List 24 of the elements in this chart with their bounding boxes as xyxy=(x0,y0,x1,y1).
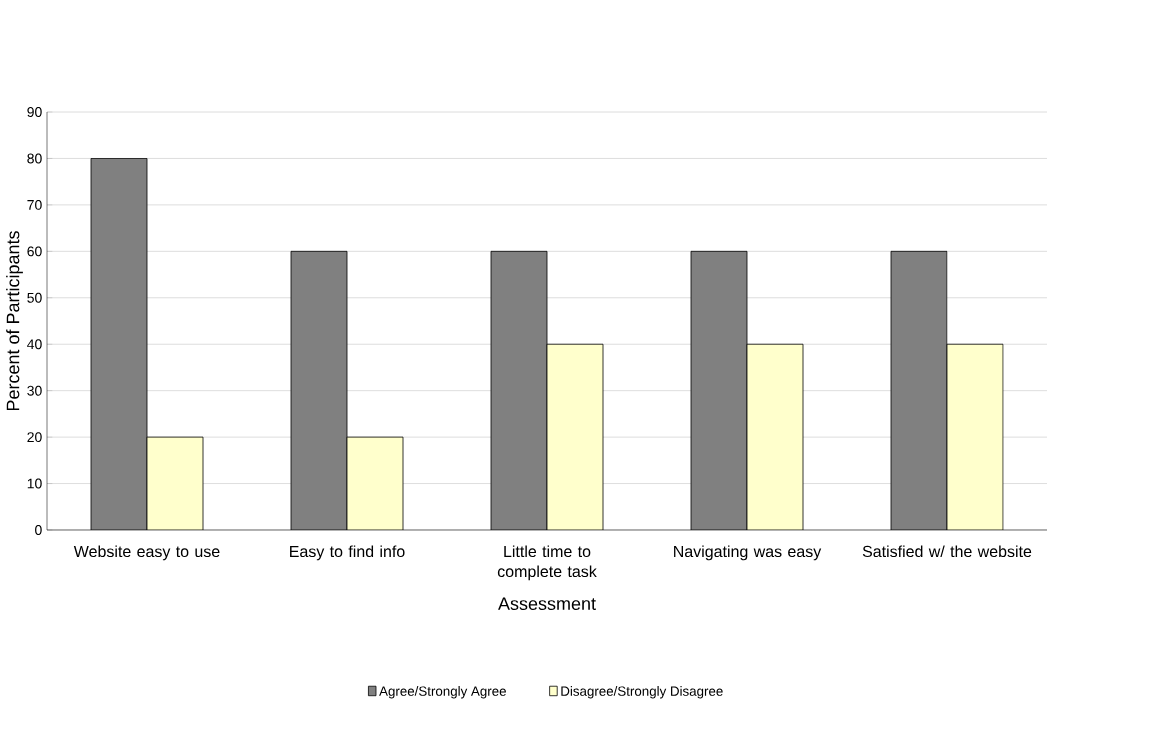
y-tick-label: 80 xyxy=(27,153,42,164)
legend-label: Disagree/Strongly Disagree xyxy=(561,686,723,699)
y-tick-label: 60 xyxy=(27,246,42,257)
x-tick-label: Satisfied w/ the website xyxy=(862,545,1032,558)
x-tick-label: Website easy to use xyxy=(73,545,220,561)
bar xyxy=(546,343,604,530)
y-tick-label: 70 xyxy=(27,199,42,210)
bar xyxy=(146,436,204,530)
x-axis-title: Assessment xyxy=(498,597,596,610)
y-tick-label: 30 xyxy=(27,385,42,396)
y-tick-label: 10 xyxy=(27,478,42,489)
bar xyxy=(746,343,804,530)
bar xyxy=(946,343,1004,530)
y-tick-label: 40 xyxy=(27,339,42,350)
y-tick-label: 20 xyxy=(27,432,42,443)
legend-label: Agree/Strongly Agree xyxy=(379,686,506,699)
x-tick-label: Little time to complete task xyxy=(497,545,597,581)
y-tick-label: 50 xyxy=(27,292,42,303)
x-tick-label: Navigating was easy xyxy=(674,545,822,561)
bar xyxy=(346,436,404,530)
y-tick-label: 0 xyxy=(35,525,42,535)
y-axis-title: Percent of Participants xyxy=(6,231,23,411)
x-tick-label: Easy to find info xyxy=(290,545,405,561)
y-tick-label: 90 xyxy=(27,107,42,117)
